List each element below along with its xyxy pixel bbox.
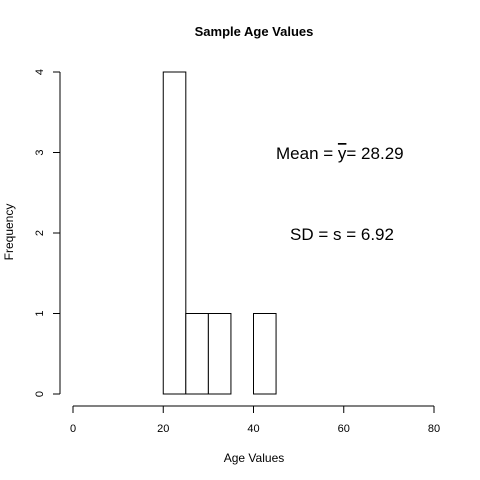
- x-tick-label-0: 0: [70, 423, 76, 435]
- x-tick-label-80: 80: [428, 423, 440, 435]
- histogram-bar-30-35: [207, 313, 232, 395]
- x-axis: 0 20 40 60 80: [70, 405, 440, 435]
- sd-annotation: SD = s = 6.92: [290, 225, 394, 244]
- histogram-bar-20-25: [162, 71, 187, 395]
- mean-symbol: y: [338, 144, 347, 163]
- histogram-bar-40-45: [253, 313, 277, 395]
- mean-suffix: = 28.29: [346, 144, 403, 163]
- y-axis: 0 1 2 3 4: [34, 69, 61, 397]
- x-tick-label-20: 20: [157, 423, 169, 435]
- mean-annotation: Mean = y= 28.29: [276, 144, 404, 163]
- y-tick-label-4: 4: [34, 69, 46, 75]
- y-tick-label-2: 2: [34, 230, 46, 236]
- chart-title: Sample Age Values: [195, 24, 314, 39]
- x-tick-label-60: 60: [338, 423, 350, 435]
- x-tick-label-40: 40: [247, 423, 259, 435]
- y-axis-title: Frequency: [2, 204, 16, 261]
- histogram-bar-25-30: [185, 313, 209, 395]
- y-tick-label-3: 3: [34, 149, 46, 155]
- bars-group: [162, 71, 277, 395]
- y-tick-label-0: 0: [34, 391, 46, 397]
- x-axis-title: Age Values: [224, 451, 285, 465]
- mean-prefix: Mean =: [276, 144, 338, 163]
- y-tick-label-1: 1: [34, 310, 46, 316]
